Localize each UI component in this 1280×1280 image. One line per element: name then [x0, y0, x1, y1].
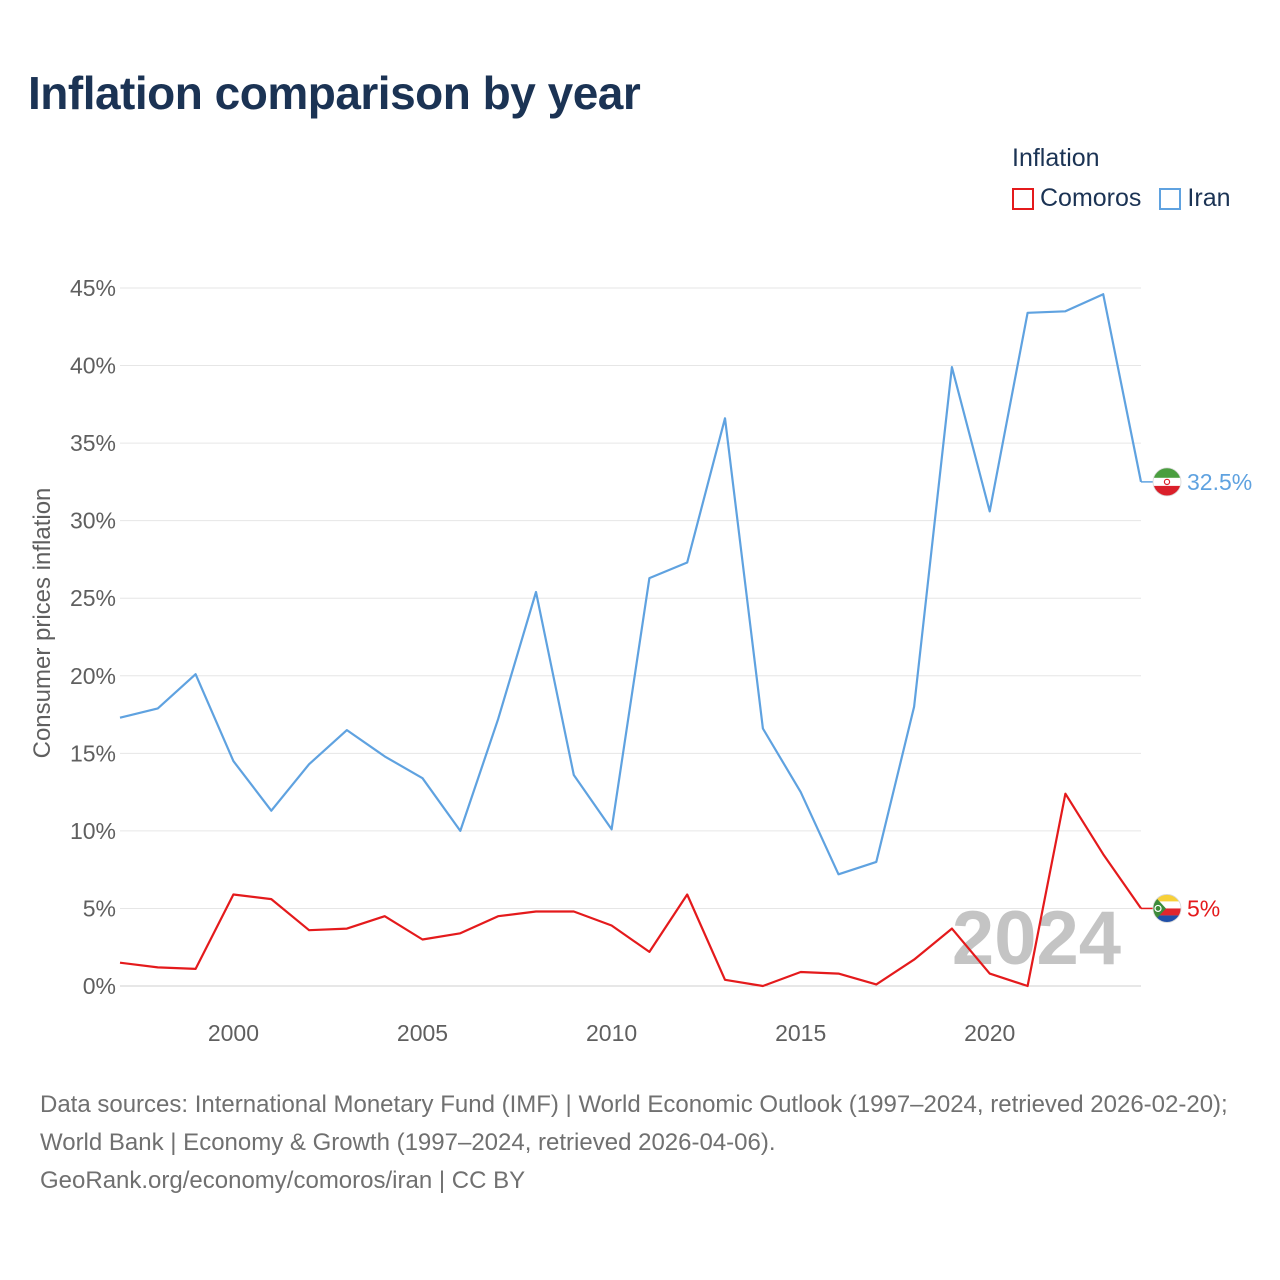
x-tick-label: 2000 — [208, 1020, 259, 1046]
x-tick-label: 2015 — [775, 1020, 826, 1046]
series-line-iran — [119, 293, 1143, 876]
y-tick-label: 45% — [70, 275, 116, 301]
source-text: Data sources: International Monetary Fun… — [40, 1091, 1228, 1156]
line-chart: 2024 0%5%10%15%20%25%30%35%40%45%2000 200… — [29, 275, 1252, 1046]
data-sources: Data sources: International Monetary Fun… — [40, 1086, 1250, 1200]
y-tick-label: 40% — [70, 353, 116, 379]
legend-label-iran: Iran — [1187, 184, 1231, 212]
legend-swatch-comoros — [1012, 187, 1034, 210]
x-tick-label: 2005 — [397, 1020, 448, 1046]
y-tick-label: 15% — [70, 740, 116, 766]
y-tick-label: 10% — [70, 818, 116, 844]
y-tick-label: 30% — [70, 508, 116, 534]
x-tick-label: 2010 — [586, 1020, 637, 1046]
comoros-flag-icon — [1152, 894, 1182, 923]
series-line-comoros — [119, 792, 1142, 988]
legend-item-comoros[interactable]: Comoros — [1012, 184, 1141, 213]
y-tick-label: 5% — [83, 895, 116, 921]
y-axis-title: Consumer prices inflation — [29, 488, 56, 759]
legend-swatch-iran — [1159, 187, 1182, 210]
y-tick-label: 35% — [70, 430, 116, 456]
legend-label-comoros: Comoros — [1040, 184, 1142, 212]
y-tick-label: 0% — [83, 973, 116, 999]
iran-flag-icon — [1152, 467, 1182, 497]
legend: Comoros Iran — [1012, 184, 1249, 213]
legend-item-iran[interactable]: Iran — [1159, 184, 1231, 213]
source-url: GeoRank.org/economy/comoros/iran | CC BY — [40, 1167, 526, 1194]
x-tick-label: 2020 — [964, 1020, 1015, 1046]
end-value-label: 32.5% — [1187, 469, 1252, 495]
end-value-label: 5% — [1187, 895, 1220, 921]
y-tick-label: 20% — [70, 663, 116, 689]
y-tick-label: 25% — [70, 585, 116, 611]
page-title: Inflation comparison by year — [28, 67, 641, 119]
legend-title: Inflation — [1012, 144, 1100, 172]
